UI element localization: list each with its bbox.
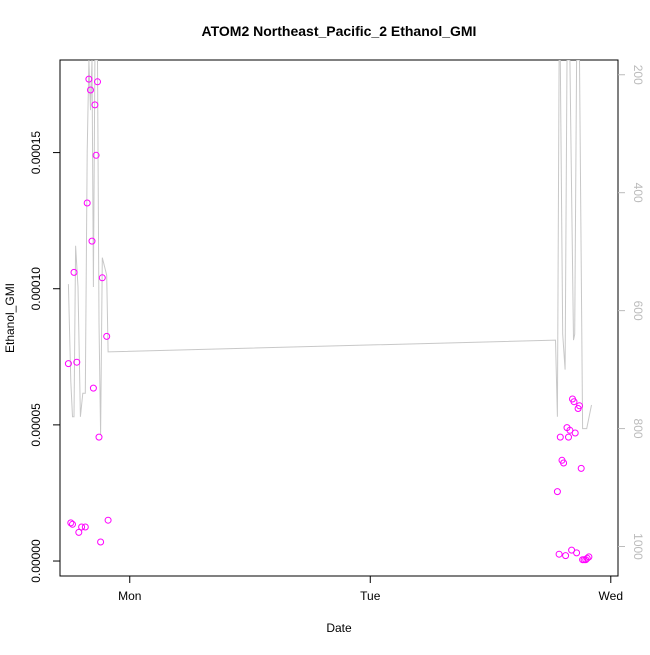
data-point — [562, 552, 570, 560]
data-point — [103, 332, 111, 340]
data-point — [94, 78, 101, 86]
data-point — [69, 520, 76, 528]
data-point — [585, 553, 593, 561]
data-point — [560, 459, 568, 467]
data-point — [576, 402, 583, 410]
data-point — [97, 538, 105, 546]
data-point — [64, 360, 72, 368]
data-point — [78, 523, 86, 531]
right-axis-tick-label: 600 — [631, 301, 645, 321]
data-point — [73, 358, 81, 366]
grey-line-series — [67, 60, 592, 435]
y-tick-label: 0.00010 — [29, 267, 43, 311]
chart-title: ATOM2 Northeast_Pacific_2 Ethanol_GMI — [202, 23, 477, 39]
data-point — [70, 268, 78, 276]
data-point — [566, 426, 574, 434]
data-point — [583, 554, 591, 562]
x-tick-label: Tue — [360, 589, 381, 603]
y-tick-label: 0.00005 — [29, 403, 43, 447]
x-tick-label: Wed — [599, 589, 623, 603]
data-point — [75, 528, 83, 536]
data-point — [95, 433, 103, 441]
axes-layer: Mon Tue Wed 0.00000 0.00005 0.00010 0.00015 200… — [29, 65, 645, 603]
y-tick-label: 0.00000 — [29, 539, 43, 583]
data-point — [573, 549, 581, 557]
data-point — [565, 433, 572, 441]
data-point — [91, 101, 99, 109]
data-point — [92, 151, 100, 159]
data-point — [83, 199, 91, 207]
data-point — [577, 464, 585, 472]
right-axis-tick-label: 400 — [631, 183, 645, 203]
data-point — [67, 519, 75, 527]
x-axis-label: Date — [326, 621, 352, 635]
data-point — [89, 384, 97, 392]
data-point — [81, 523, 89, 531]
y-axis-label: Ethanol_GMI — [3, 283, 17, 353]
data-point — [556, 433, 564, 441]
data-point — [555, 550, 563, 558]
right-axis-tick-label: 800 — [631, 419, 645, 439]
plot-frame — [59, 59, 619, 577]
data-point — [85, 75, 93, 83]
series-layer — [64, 60, 593, 564]
data-point — [104, 516, 112, 524]
data-point — [87, 86, 94, 94]
data-point — [88, 237, 96, 245]
data-point — [98, 274, 106, 282]
right-axis-tick-label: 200 — [631, 65, 645, 85]
y-tick-label: 0.00015 — [29, 131, 43, 175]
data-point — [570, 398, 578, 406]
right-axis-tick-label: 1000 — [631, 533, 645, 560]
data-point — [571, 429, 579, 437]
x-tick-label: Mon — [118, 589, 141, 603]
data-point — [553, 488, 561, 496]
